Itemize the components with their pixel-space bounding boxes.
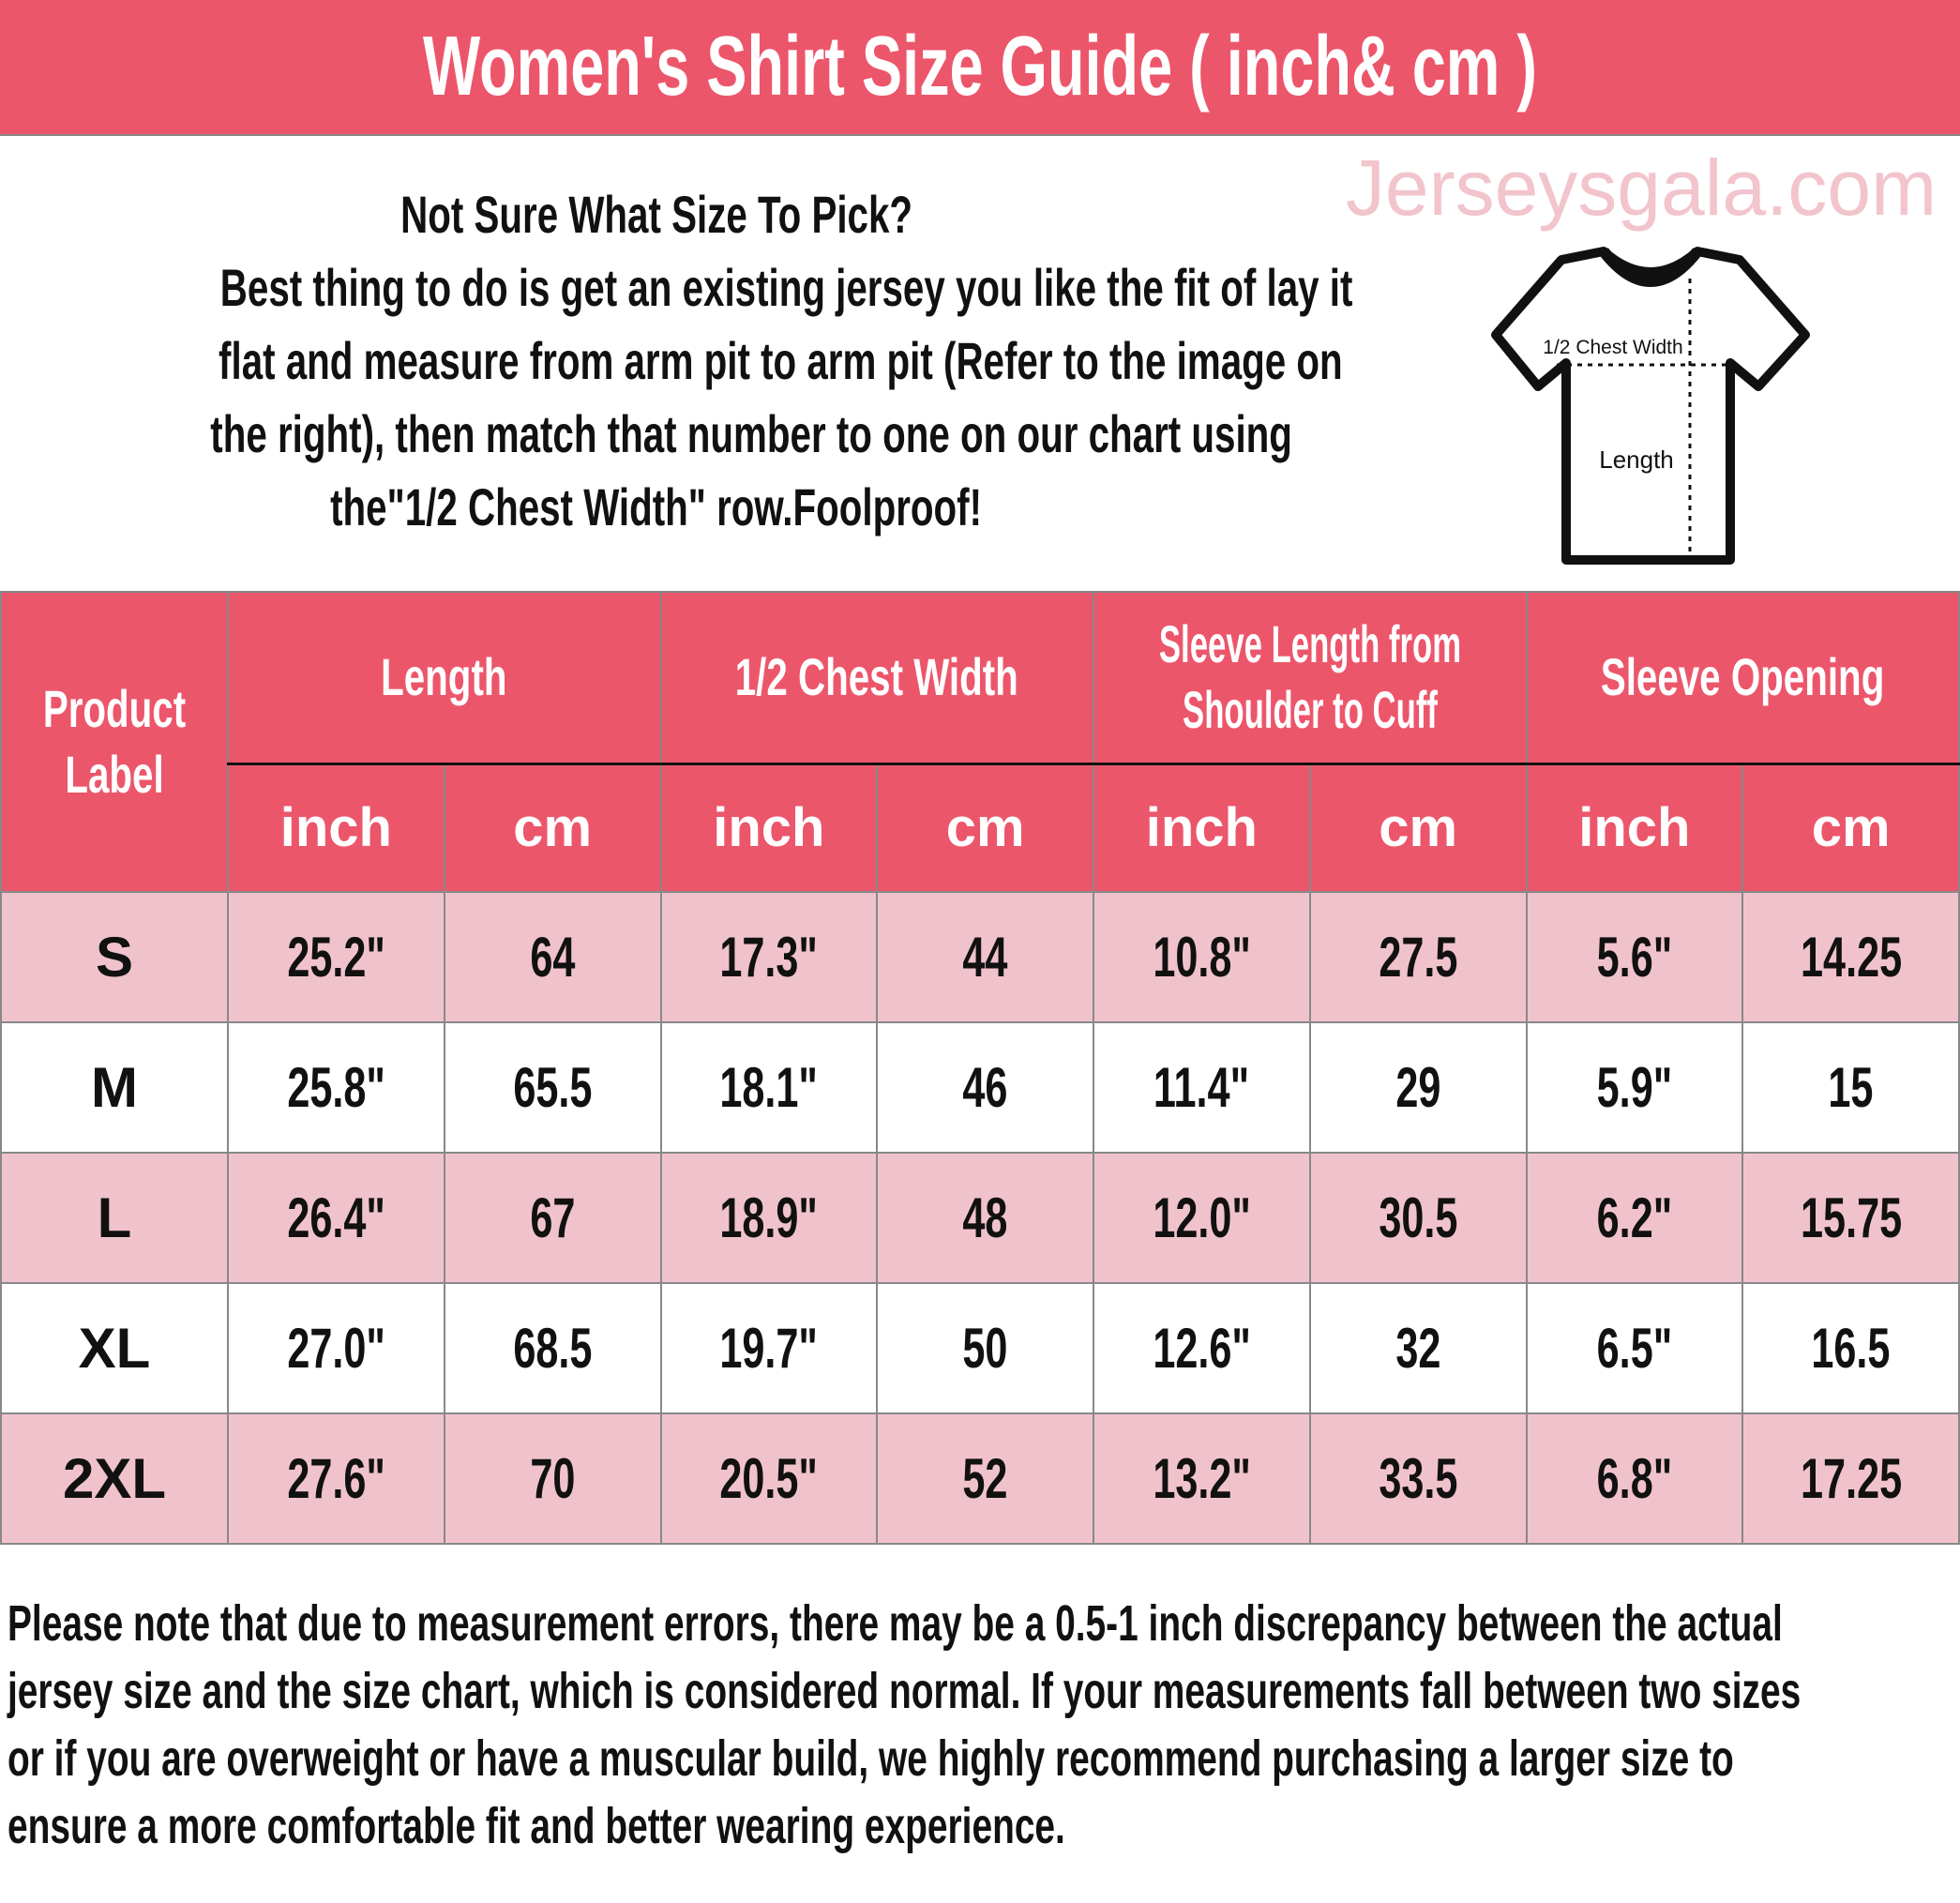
table-cell: 6.5" — [1525, 1282, 1744, 1414]
size-label: L — [0, 1152, 229, 1284]
table-cell: 65.5 — [443, 1021, 662, 1154]
page-title: Women's Shirt Size Guide ( inch& cm ) — [422, 20, 1537, 113]
unit-inch: inch — [1093, 763, 1311, 893]
group-header-sleeve-length: Sleeve Length from Shoulder to Cuff — [1093, 591, 1528, 765]
size-label: XL — [0, 1282, 229, 1414]
table-cell: 64 — [443, 891, 662, 1023]
group-header-length: Length — [227, 591, 662, 765]
table-cell: 32 — [1308, 1282, 1528, 1414]
table-cell: 44 — [876, 891, 1094, 1023]
table-cell: 20.5" — [659, 1412, 879, 1545]
unit-inch: inch — [227, 763, 445, 893]
table-cell: 30.5 — [1308, 1152, 1528, 1284]
intro-line: the"1/2 Chest Width" row.Foolproof! — [330, 477, 983, 536]
group-header-chest: 1/2 Chest Width — [659, 591, 1094, 765]
table-cell: 18.9" — [659, 1152, 879, 1284]
table-cell: 19.7" — [659, 1282, 879, 1414]
size-table: Product Label Length 1/2 Chest Width Sle… — [0, 591, 1960, 1545]
table-row: L 26.4" 67 18.9" 48 12.0" 30.5 6.2" 15.75 — [0, 1152, 1960, 1284]
size-label: S — [0, 891, 229, 1023]
table-cell: 15.75 — [1741, 1152, 1960, 1284]
unit-cm: cm — [1308, 763, 1528, 893]
table-cell: 6.2" — [1525, 1152, 1744, 1284]
unit-header-row: inch cm inch cm inch cm inch cm — [1, 763, 1960, 893]
table-cell: 25.8" — [227, 1021, 445, 1154]
table-cell: 46 — [876, 1021, 1094, 1154]
table-cell: 52 — [876, 1412, 1094, 1545]
table-cell: 68.5 — [443, 1282, 662, 1414]
table-cell: 17.3" — [659, 891, 879, 1023]
product-label-header: Product Label — [0, 591, 229, 893]
unit-inch: inch — [1525, 763, 1744, 893]
chest-width-label: 1/2 Chest Width — [1543, 337, 1682, 358]
unit-cm: cm — [876, 763, 1094, 893]
table-cell: 17.25 — [1741, 1412, 1960, 1545]
table-cell: 27.6" — [227, 1412, 445, 1545]
table-cell: 67 — [443, 1152, 662, 1284]
table-cell: 29 — [1308, 1021, 1528, 1154]
table-cell: 10.8" — [1093, 891, 1311, 1023]
table-cell: 12.0" — [1093, 1152, 1311, 1284]
table-cell: 26.4" — [227, 1152, 445, 1284]
table-cell: 12.6" — [1093, 1282, 1311, 1414]
title-bar: Women's Shirt Size Guide ( inch& cm ) — [0, 0, 1960, 136]
table-row: XL 27.0" 68.5 19.7" 50 12.6" 32 6.5" 16.5 — [0, 1282, 1960, 1414]
size-label: M — [0, 1021, 229, 1154]
intro-line: Best thing to do is get an existing jers… — [219, 258, 1353, 317]
table-cell: 15 — [1741, 1021, 1960, 1154]
table-cell: 25.2" — [227, 891, 445, 1023]
watermark: Jerseysgala.com — [1345, 143, 1937, 232]
note-line: ensure a more comfortable fit and better… — [8, 1798, 1065, 1854]
t-shirt-outline-icon: 1/2 Chest Width Length — [1491, 247, 1810, 565]
size-label: 2XL — [0, 1412, 229, 1545]
table-cell: 48 — [876, 1152, 1094, 1284]
note-line: Please note that due to measurement erro… — [8, 1595, 1783, 1652]
table-cell: 70 — [443, 1412, 662, 1545]
group-header-sleeve-opening: Sleeve Opening — [1525, 591, 1960, 765]
note-line: or if you are overweight or have a muscu… — [8, 1730, 1734, 1787]
table-cell: 50 — [876, 1282, 1094, 1414]
table-cell: 13.2" — [1093, 1412, 1311, 1545]
unit-inch: inch — [659, 763, 879, 893]
table-cell: 27.5 — [1308, 891, 1528, 1023]
intro-line: Not Sure What Size To Pick? — [400, 185, 912, 244]
table-cell: 14.25 — [1741, 891, 1960, 1023]
table-cell: 6.8" — [1525, 1412, 1744, 1545]
intro-line: flat and measure from arm pit to arm pit… — [219, 331, 1343, 390]
table-row: M 25.8" 65.5 18.1" 46 11.4" 29 5.9" 15 — [0, 1021, 1960, 1154]
intro-line: the right), then match that number to on… — [210, 404, 1292, 463]
table-cell: 5.6" — [1525, 891, 1744, 1023]
table-row: 2XL 27.6" 70 20.5" 52 13.2" 33.5 6.8" 17.25 — [0, 1412, 1960, 1545]
disclaimer-note: Please note that due to measurement erro… — [8, 1590, 1958, 1860]
intro-text: Not Sure What Size To Pick? Best thing t… — [0, 178, 1353, 544]
unit-cm: cm — [1741, 763, 1960, 893]
note-line: jersey size and the size chart, which is… — [8, 1663, 1802, 1719]
unit-cm: cm — [443, 763, 662, 893]
table-cell: 18.1" — [659, 1021, 879, 1154]
table-cell: 16.5 — [1741, 1282, 1960, 1414]
table-cell: 33.5 — [1308, 1412, 1528, 1545]
length-label: Length — [1599, 446, 1674, 474]
table-cell: 27.0" — [227, 1282, 445, 1414]
table-cell: 5.9" — [1525, 1021, 1744, 1154]
table-cell: 11.4" — [1093, 1021, 1311, 1154]
table-row: S 25.2" 64 17.3" 44 10.8" 27.5 5.6" 14.25 — [0, 891, 1960, 1023]
group-header-row: Product Label Length 1/2 Chest Width Sle… — [0, 591, 1960, 893]
